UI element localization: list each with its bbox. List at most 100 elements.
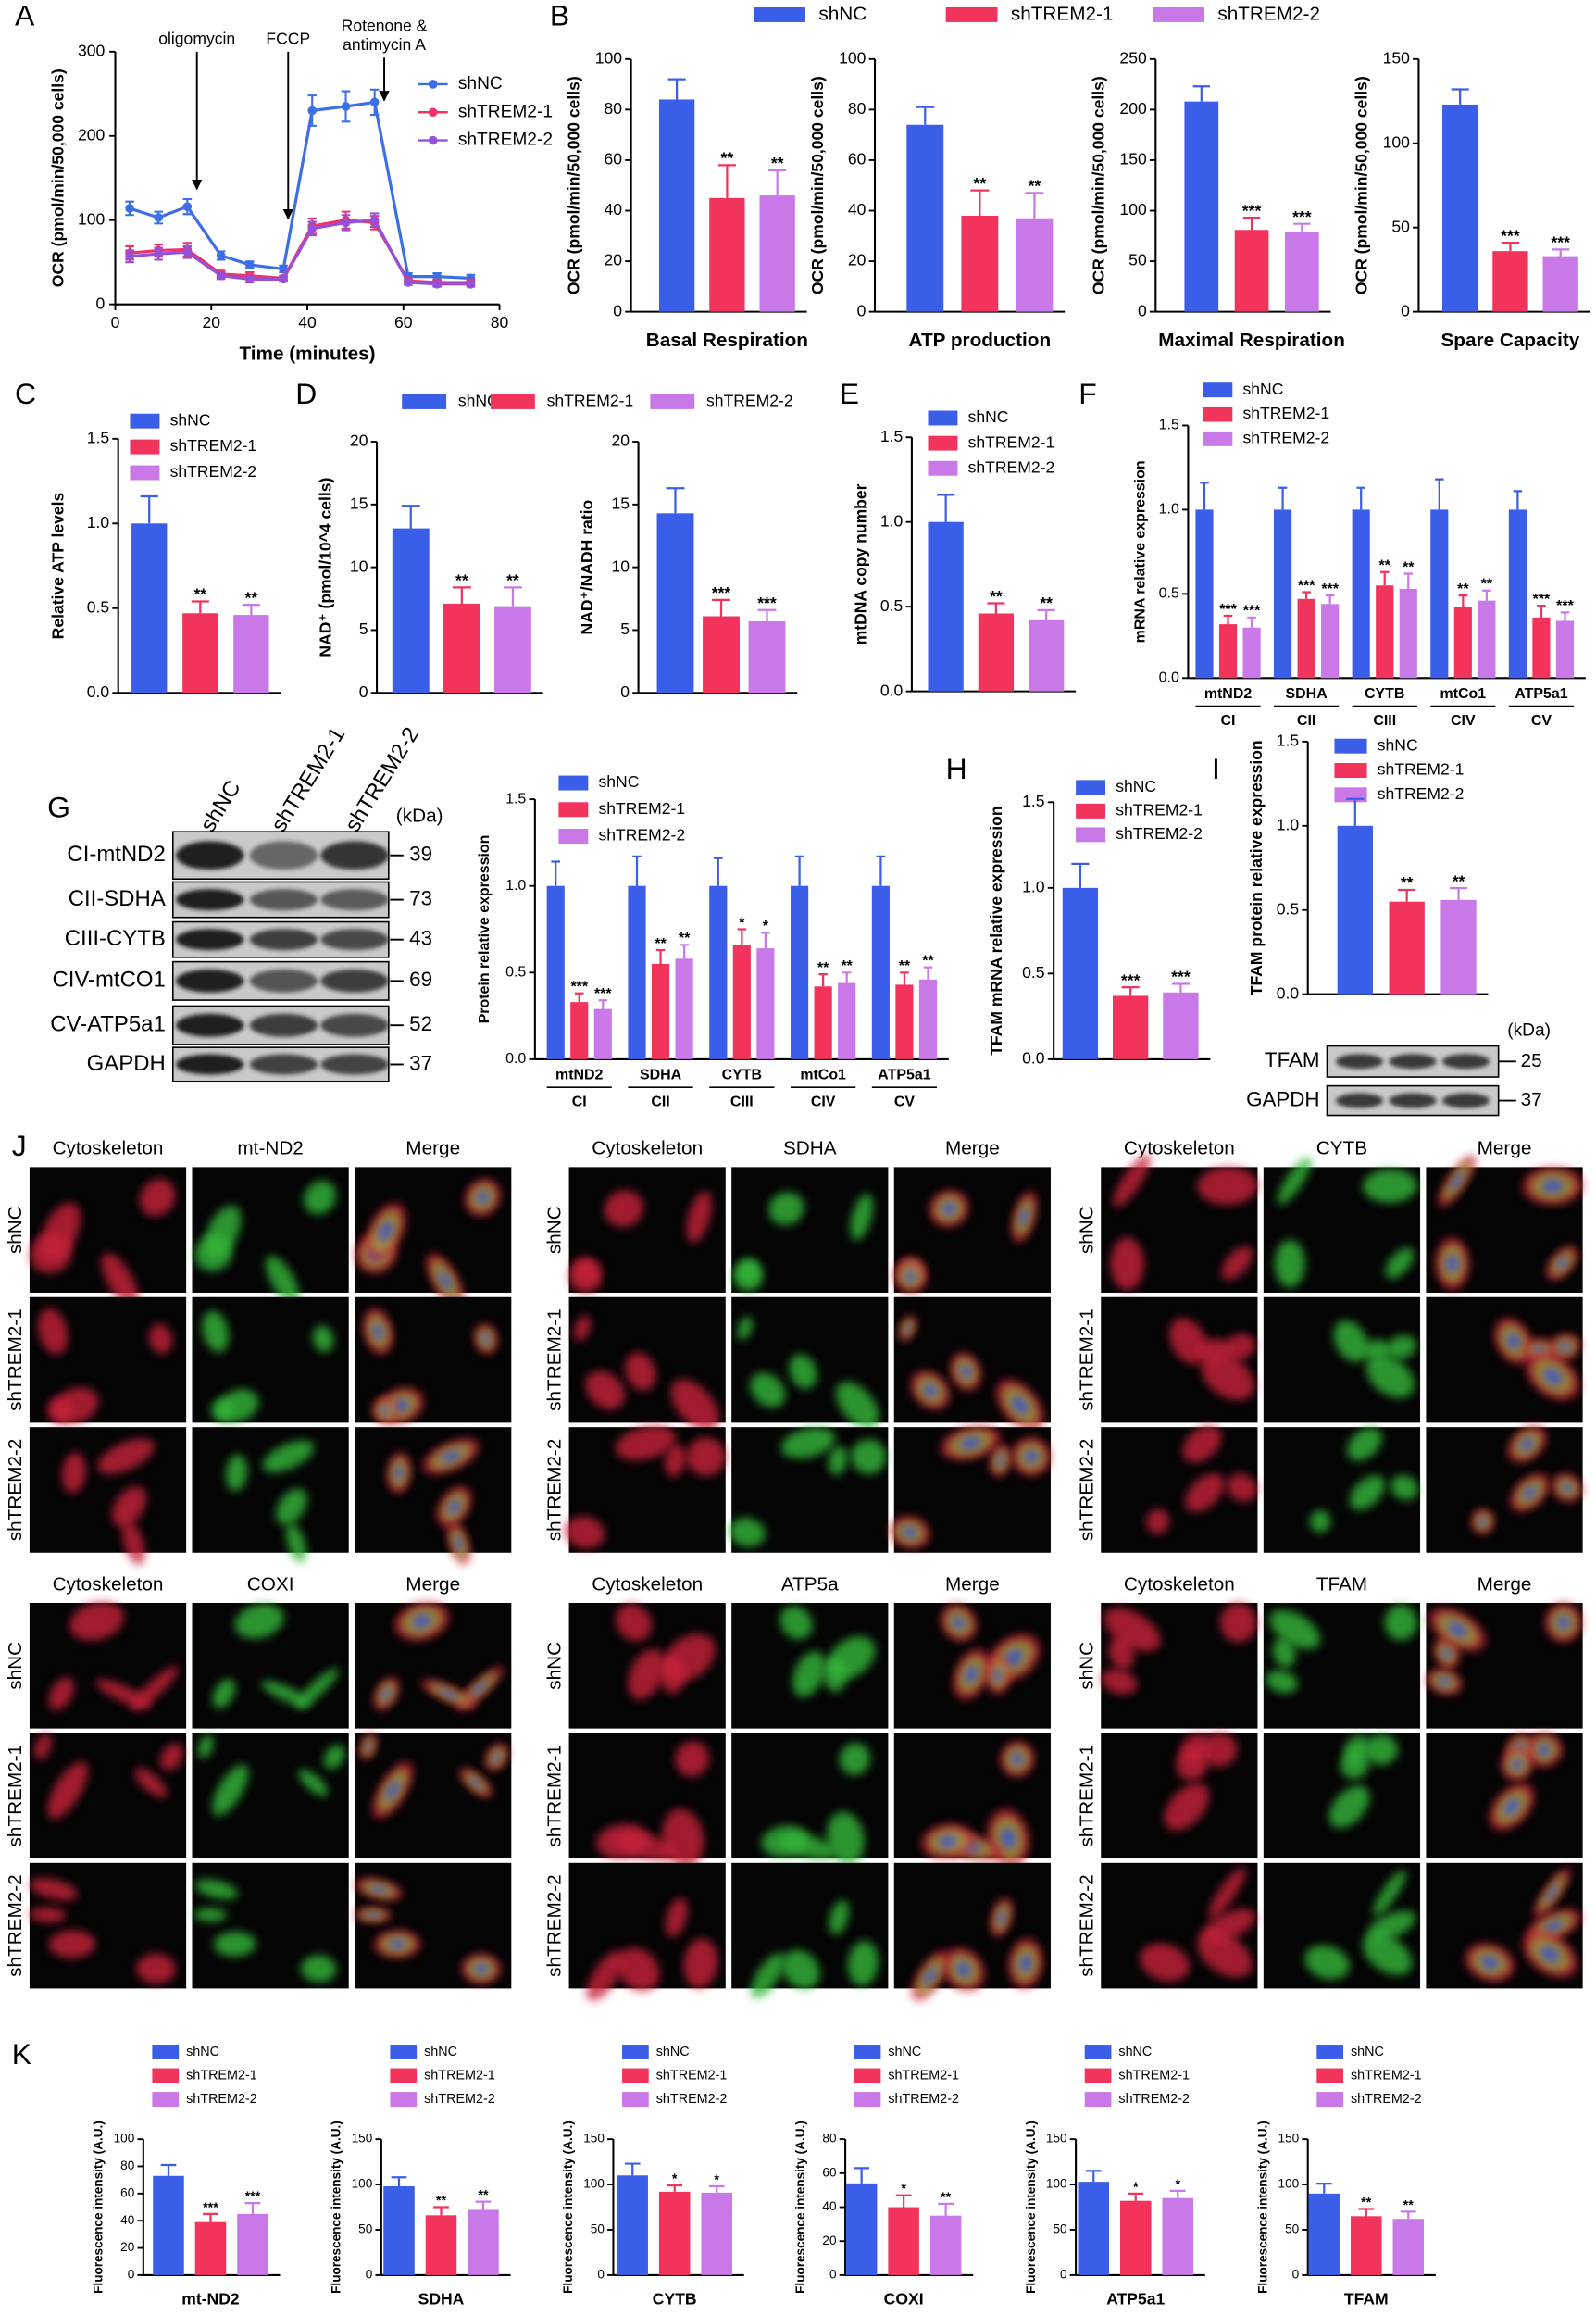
error-bar (1501, 241, 1519, 252)
cell-nucleus (960, 1364, 971, 1379)
subcategory-label: CV (894, 1094, 916, 1109)
panel-label: E (840, 377, 859, 410)
blot-band (249, 1054, 318, 1075)
bar (1016, 218, 1054, 312)
error-bar (1278, 486, 1288, 510)
row-label: shTREM2-1 (1076, 1745, 1097, 1847)
y-tick-label: 300 (78, 41, 106, 59)
x-axis-label: Maximal Respiration (1158, 330, 1345, 351)
series-line (129, 219, 471, 286)
micrograph (192, 1167, 349, 1306)
error-bar (900, 971, 909, 985)
significance-label: ** (1401, 873, 1414, 892)
micrograph (893, 1733, 1051, 1868)
y-tick-label: 40 (120, 2213, 134, 2227)
significance-label: ** (1481, 577, 1493, 593)
error-bar (1121, 986, 1140, 996)
micrograph (29, 1602, 187, 1729)
error-bar (1085, 2170, 1102, 2183)
error-bar (574, 992, 584, 1003)
data-point (432, 280, 442, 289)
y-axis-label: OCR (pmol/min/50,000 cells) (808, 76, 827, 294)
significance-label: ** (506, 571, 519, 590)
bar (1274, 509, 1292, 679)
cell-red (573, 1315, 592, 1342)
bar (1392, 2219, 1425, 2275)
cell-green (1328, 1785, 1370, 1829)
y-tick-label: 0 (597, 2267, 605, 2281)
cell-red (675, 1741, 709, 1777)
kda-label: 37 (409, 1051, 432, 1074)
category-label: SDHA (1286, 686, 1328, 702)
blot-band (320, 841, 389, 870)
cell-green (1362, 1933, 1413, 1975)
cell-green (211, 1398, 234, 1422)
error-bar (624, 2162, 641, 2176)
legend-swatch (1203, 407, 1233, 422)
bar (709, 885, 728, 1059)
micrograph (1426, 1155, 1583, 1293)
error-bar (1169, 2189, 1186, 2198)
y-tick-label: 100 (1119, 200, 1147, 219)
bar (570, 1002, 589, 1059)
error-bar (242, 603, 260, 616)
data-point (307, 106, 318, 116)
y-tick-label: 100 (352, 2177, 373, 2191)
lane-label: shTREM2-1 (267, 723, 351, 837)
bar (756, 948, 775, 1059)
bar (1430, 509, 1449, 679)
significance-label: * (1133, 2180, 1139, 2195)
y-axis-label: OCR (pmol/min/50,000 cells) (1089, 76, 1107, 294)
y-tick-label: 0.0 (880, 681, 904, 699)
y-tick-label: 20 (350, 432, 368, 450)
micrograph (29, 1296, 187, 1424)
cell-green (789, 1354, 817, 1389)
data-point (341, 218, 351, 228)
y-tick-label: 0 (613, 301, 622, 319)
bar (493, 606, 531, 694)
y-tick-label: 100 (1278, 2177, 1300, 2191)
y-tick-label: 0.0 (1159, 670, 1179, 686)
legend-swatch (1334, 763, 1367, 778)
cell-red (1185, 1473, 1225, 1512)
error-bar (717, 164, 736, 198)
cell-red (1101, 1669, 1138, 1695)
legend-swatch (402, 394, 447, 409)
legend-label: shNC (1242, 380, 1283, 398)
significance-label: ** (990, 587, 1003, 606)
y-tick-label: 1.5 (1277, 732, 1300, 750)
cell-green (1385, 1247, 1415, 1279)
subcategory-label: CIII (1373, 713, 1396, 729)
cell-nucleus (1557, 1615, 1570, 1630)
y-tick-label: 0.5 (880, 596, 904, 615)
subcategory-label: CII (1297, 713, 1315, 729)
column-header: SDHA (783, 1138, 837, 1159)
legend-label: shTREM2-2 (170, 462, 257, 481)
bar (1184, 101, 1219, 312)
cell-red (1164, 1783, 1210, 1831)
legend-swatch (622, 2092, 649, 2108)
cell-red (1200, 1733, 1238, 1767)
micrograph (1101, 1425, 1258, 1553)
significance-label: *** (1321, 582, 1339, 597)
significance-label: *** (1121, 970, 1141, 989)
legend-label: shTREM2-1 (1011, 3, 1114, 24)
column-header: Merge (405, 1138, 460, 1159)
legend-swatch (928, 460, 958, 476)
bar (194, 2221, 227, 2275)
legend-swatch (558, 829, 589, 844)
cell-nucleus (960, 1436, 981, 1449)
y-axis-label: Fluorescence intensity (A.U.) (793, 2121, 807, 2294)
bar (1242, 627, 1261, 679)
cell-green (194, 1879, 238, 1900)
cell-red (1176, 1747, 1208, 1782)
significance-label: *** (1533, 592, 1551, 607)
micrograph-background (192, 1427, 349, 1553)
bar (1508, 509, 1527, 679)
significance-label: ** (922, 954, 934, 970)
blot-band (1389, 1054, 1437, 1070)
cell-nucleus (1438, 1677, 1451, 1686)
cell-nucleus (1544, 1920, 1564, 1933)
cell-green (1373, 1870, 1407, 1917)
cell-green (266, 1256, 300, 1306)
